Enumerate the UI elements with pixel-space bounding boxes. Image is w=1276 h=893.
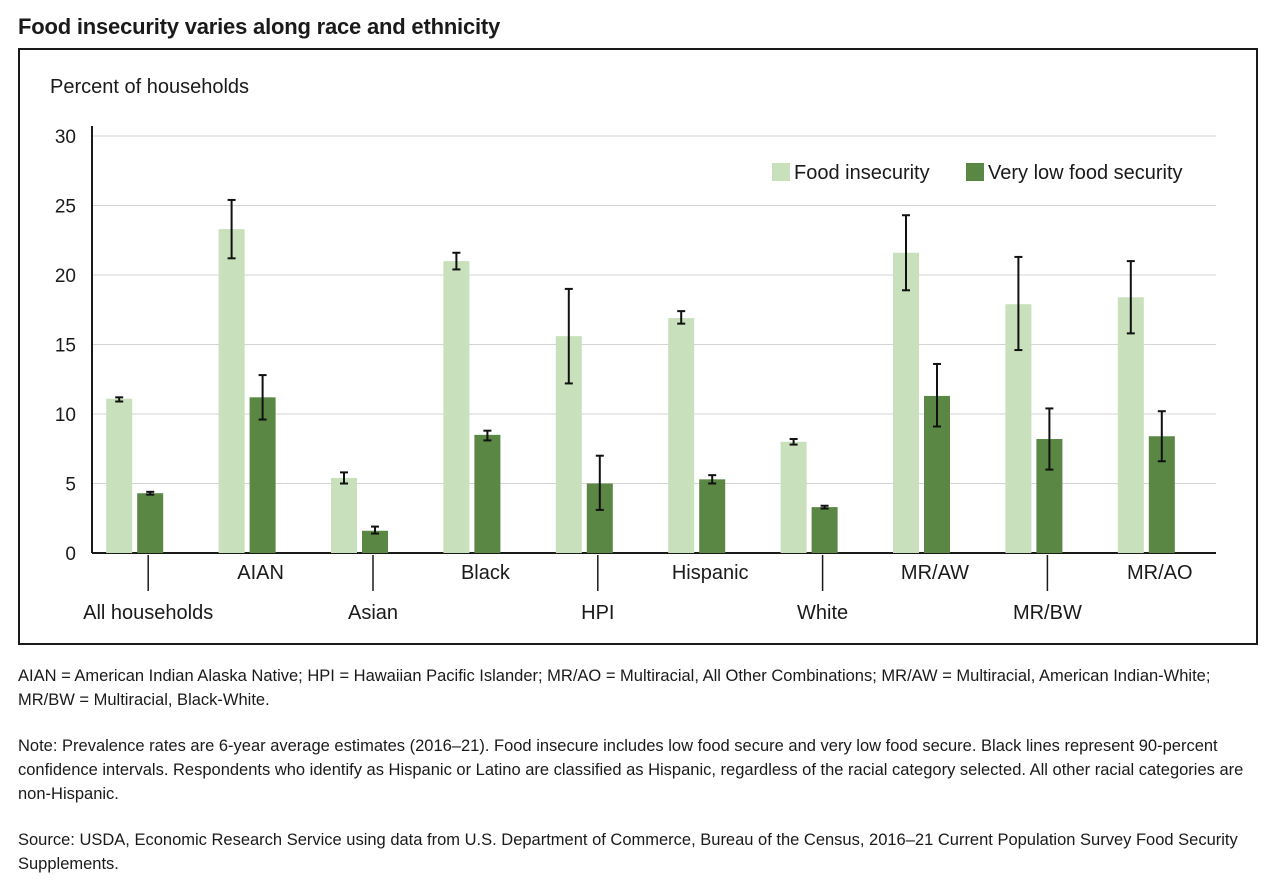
x-tick-label: AIAN xyxy=(237,562,284,584)
y-tick-label: 15 xyxy=(55,336,76,357)
x-tick-label: All households xyxy=(83,602,213,624)
y-tick-label: 10 xyxy=(55,405,76,426)
bar-very-low-food-security xyxy=(362,530,388,553)
chart-frame: Percent of households 0 5 10 15 20 25 30 All hou… xyxy=(18,48,1258,645)
bar-food-insecurity xyxy=(218,229,245,553)
bar-food-insecurity xyxy=(668,318,695,553)
legend-label: Very low food security xyxy=(988,162,1183,184)
bar-chart: Percent of households 0 5 10 15 20 25 30 All hou… xyxy=(50,76,1216,624)
y-tick-label: 20 xyxy=(55,266,76,287)
y-tick-label: 0 xyxy=(65,544,76,565)
bar-food-insecurity xyxy=(331,477,357,553)
bar-food-insecurity xyxy=(893,252,919,553)
x-tick-label: MR/BW xyxy=(1013,602,1082,624)
chart-title: Food insecurity varies along race and et… xyxy=(18,14,501,39)
x-tick-label: White xyxy=(797,602,848,624)
legend-swatch xyxy=(966,163,984,181)
x-tick-label: MR/AW xyxy=(901,562,969,584)
source-note: Source: USDA, Economic Research Service … xyxy=(18,831,1238,873)
bar-food-insecurity xyxy=(106,398,133,553)
x-tick-label: HPI xyxy=(581,602,614,624)
x-tick-label: MR/AO xyxy=(1127,562,1193,584)
methodology-note: Note: Prevalence rates are 6-year averag… xyxy=(18,737,1244,803)
y-tick-label: 25 xyxy=(55,197,76,218)
x-tick-label: Asian xyxy=(348,602,398,624)
legend-swatch xyxy=(772,163,790,181)
bar-food-insecurity xyxy=(780,441,807,553)
bar-very-low-food-security xyxy=(474,434,501,553)
legend-label: Food insecurity xyxy=(794,162,930,184)
bar-very-low-food-security xyxy=(811,507,838,553)
x-tick-label: Black xyxy=(461,562,511,584)
bar-food-insecurity xyxy=(1117,297,1144,553)
x-tick-label: Hispanic xyxy=(672,562,749,584)
abbreviations-note: AIAN = American Indian Alaska Native; HP… xyxy=(18,667,1211,709)
y-axis-label: Percent of households xyxy=(50,76,249,98)
bar-food-insecurity xyxy=(443,261,470,553)
y-tick-label: 30 xyxy=(55,127,76,148)
bar-very-low-food-security xyxy=(699,479,726,553)
bar-very-low-food-security xyxy=(249,397,276,553)
y-tick-label: 5 xyxy=(65,475,76,496)
bar-very-low-food-security xyxy=(137,493,164,553)
